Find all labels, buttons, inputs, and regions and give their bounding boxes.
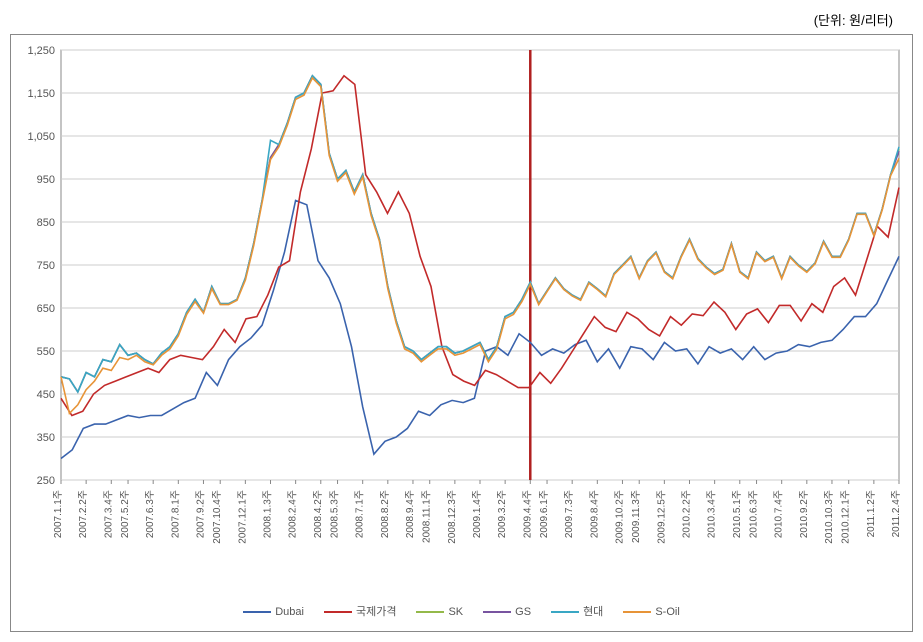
x-tick-label: 2010.10.3주 <box>824 490 835 544</box>
y-tick-label: 1,050 <box>27 131 55 143</box>
x-tick-label: 2010.3.4주 <box>707 490 718 538</box>
x-tick-label: 2007.1.1주 <box>53 490 64 538</box>
x-tick-label: 2009.8.4주 <box>589 490 600 538</box>
y-tick-label: 350 <box>37 432 55 444</box>
x-tick-label: 2009.1.4주 <box>472 490 483 538</box>
y-tick-label: 750 <box>37 260 55 272</box>
x-tick-label: 2008.8.2주 <box>380 490 391 538</box>
x-tick-label: 2009.11.3주 <box>631 490 642 543</box>
x-tick-label: 2008.2.4주 <box>288 490 299 538</box>
legend-swatch <box>243 611 271 613</box>
legend-swatch <box>416 611 444 613</box>
x-tick-label: 2008.11.1주 <box>422 490 433 543</box>
y-tick-label: 650 <box>37 303 55 315</box>
x-tick-label: 2008.4.2주 <box>313 490 324 538</box>
x-tick-label: 2007.10.4주 <box>212 490 223 544</box>
x-tick-label: 2010.5.1주 <box>732 490 743 538</box>
x-tick-label: 2008.12.3주 <box>447 490 458 544</box>
legend-item-현대: 현대 <box>551 603 603 619</box>
y-tick-label: 1,250 <box>27 45 55 57</box>
legend-item-GS: GS <box>483 606 531 618</box>
legend-item-SK: SK <box>416 606 463 618</box>
x-tick-label: 2009.6.1주 <box>539 490 550 538</box>
legend: Dubai 국제가격 SK GS 현대 S-Oil <box>11 595 912 631</box>
x-tick-label: 2009.7.3주 <box>564 490 575 538</box>
x-tick-label: 2010.9.2주 <box>799 490 810 538</box>
x-tick-label: 2009.4.4주 <box>522 490 533 538</box>
x-tick-label: 2011.2.4주 <box>891 490 902 537</box>
x-tick-label: 2007.6.3주 <box>145 490 156 538</box>
legend-label: S-Oil <box>655 606 679 618</box>
legend-label: GS <box>515 606 531 618</box>
legend-swatch <box>623 611 651 613</box>
y-tick-label: 1,150 <box>27 88 55 100</box>
legend-item-S-Oil: S-Oil <box>623 606 679 618</box>
legend-item-국제가격: 국제가격 <box>324 603 396 619</box>
legend-label: 국제가격 <box>356 606 396 618</box>
x-tick-label: 2008.1.3주 <box>263 490 274 538</box>
y-tick-label: 550 <box>37 346 55 358</box>
x-tick-label: 2011.1.2주 <box>866 490 877 537</box>
y-tick-label: 950 <box>37 174 55 186</box>
legend-item-Dubai: Dubai <box>243 606 304 618</box>
x-tick-label: 2007.8.1주 <box>170 490 181 538</box>
x-tick-label: 2007.5.2주 <box>120 490 131 538</box>
x-tick-label: 2010.12.1주 <box>841 490 852 544</box>
legend-swatch <box>483 611 511 613</box>
y-tick-label: 450 <box>37 389 55 401</box>
legend-label: SK <box>448 606 463 618</box>
x-tick-label: 2010.2.2주 <box>682 490 693 538</box>
x-tick-label: 2008.5.3주 <box>330 490 341 538</box>
x-tick-label: 2009.3.2주 <box>497 490 508 538</box>
y-tick-label: 250 <box>37 475 55 487</box>
unit-label: (단위: 원/리터) <box>10 10 913 29</box>
x-tick-label: 2007.3.4주 <box>103 490 114 538</box>
legend-swatch <box>324 611 352 613</box>
x-tick-label: 2007.12.1주 <box>237 490 248 544</box>
x-tick-label: 2008.7.1주 <box>355 490 366 538</box>
x-tick-label: 2010.6.3주 <box>749 490 760 538</box>
legend-label: 현대 <box>583 606 603 618</box>
x-tick-label: 2009.12.5주 <box>656 490 667 544</box>
x-tick-label: 2009.10.2주 <box>614 490 625 544</box>
x-tick-label: 2008.9.4주 <box>405 490 416 538</box>
x-tick-label: 2007.9.2주 <box>195 490 206 538</box>
oil-price-chart: 250 350 450 550 650 750 850 950 1,050 1,150 1,250 2… <box>11 35 914 595</box>
legend-label: Dubai <box>275 606 304 618</box>
y-tick-label: 850 <box>37 217 55 229</box>
legend-swatch <box>551 611 579 613</box>
chart-container: 250 350 450 550 650 750 850 950 1,050 1,150 1,250 2… <box>10 34 913 632</box>
x-tick-label: 2010.7.4주 <box>774 490 785 538</box>
x-tick-label: 2007.2.2주 <box>78 490 89 538</box>
